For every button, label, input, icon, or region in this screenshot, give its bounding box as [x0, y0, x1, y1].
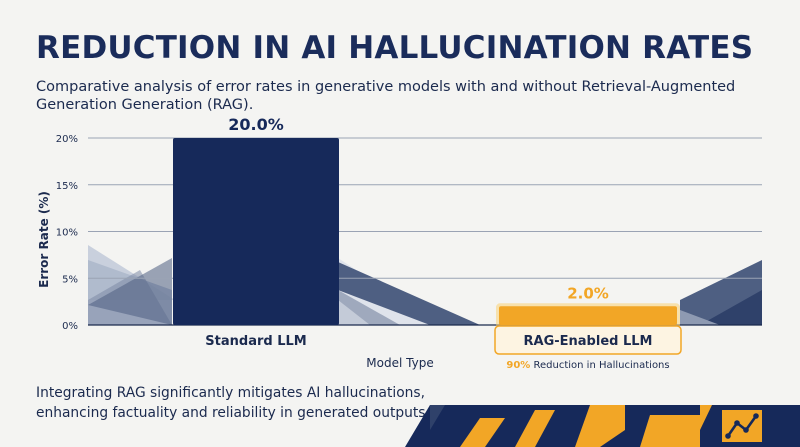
data-label: 2.0%	[567, 284, 609, 302]
page-title: REDUCTION IN AI HALLUCINATION RATES	[36, 30, 754, 66]
y-axis-title: Error Rate (%)	[37, 191, 51, 288]
category-label-box	[494, 325, 682, 355]
chart-labels: 0% 5% 10% 15% 20% Error Rate (%) 20.0% Standard…	[37, 115, 682, 371]
reduction-annotation: 90% Reduction in Hallucinations	[506, 360, 669, 371]
bar-rag-enabled-llm	[499, 306, 677, 325]
footer-stripes	[405, 405, 800, 447]
reduction-text: Reduction in Hallucinations	[530, 360, 669, 371]
y-tick-label: 0%	[62, 321, 78, 332]
y-tick-label: 10%	[56, 228, 78, 239]
x-tick-label: Standard LLM	[205, 334, 306, 349]
trend-line-icon	[722, 410, 762, 442]
x-tick-label: RAG-Enabled LLM	[524, 334, 653, 349]
page-subtitle: Comparative analysis of error rates in g…	[36, 79, 736, 113]
x-axis-title: Model Type	[366, 356, 433, 370]
data-label: 20.0%	[228, 115, 284, 134]
reduction-percent: 90%	[506, 360, 530, 371]
y-tick-label: 15%	[56, 181, 78, 192]
insight-text: Integrating RAG significantly mitigates …	[36, 385, 430, 421]
y-tick-label: 5%	[62, 274, 78, 285]
bar-standard-llm	[173, 138, 339, 325]
bars	[173, 138, 680, 328]
y-tick-label: 20%	[56, 134, 78, 145]
